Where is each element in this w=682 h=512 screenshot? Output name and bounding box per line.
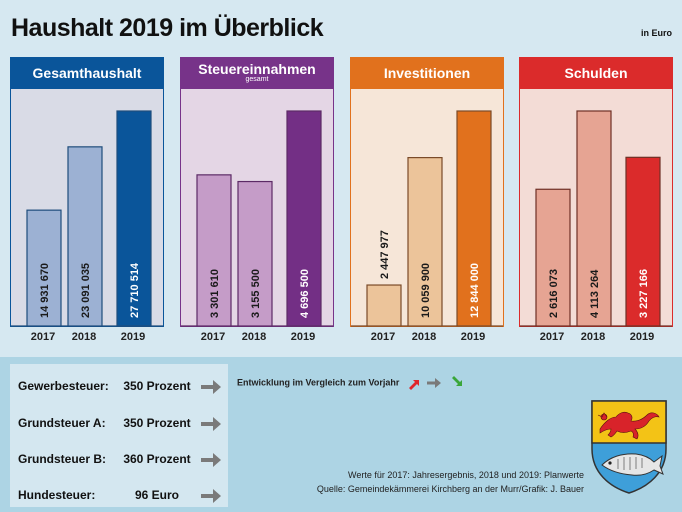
x-tick-label: 2018: [241, 331, 267, 343]
bar-2019: [456, 110, 492, 327]
bar-2018: [67, 146, 103, 327]
chart-panel-schulden: Schulden 2 616 073 4 113 264 3 227 166: [519, 57, 673, 327]
arrow-right-icon: [199, 487, 223, 508]
bar-chart: 2 616 073 4 113 264 3 227 166: [520, 110, 672, 327]
x-tick-label: 2018: [71, 331, 97, 343]
coat-of-arms: [590, 399, 668, 500]
bar-value-label: 3 155 500: [250, 269, 262, 318]
bar-value-label: 4 696 500: [299, 269, 311, 318]
note-values: Werte für 2017: Jahresergebnis, 2018 und…: [348, 470, 584, 480]
tax-label: Hundesteuer:: [18, 488, 96, 502]
page-title: Haushalt 2019 im Überblick: [11, 14, 324, 42]
chart-panel-investitionen: Investitionen 2 447 977 10 059 900 12 844 0…: [350, 57, 504, 327]
bottom-section: Gewerbesteuer: 350 Prozent Grundsteuer A…: [0, 357, 682, 512]
panel-header: Investitionen: [351, 58, 503, 89]
bar-value-label: 27 710 514: [129, 262, 141, 318]
bar-value-label: 10 059 900: [420, 263, 432, 318]
x-tick-label: 2019: [120, 331, 146, 343]
bar-chart: 3 301 610 3 155 500 4 696 500: [181, 110, 333, 327]
bar-value-label: 23 091 035: [80, 263, 92, 318]
panel-header: Schulden: [520, 58, 672, 89]
chart-title: Steuereinnahmen: [198, 61, 316, 77]
bar-value-label: 2 616 073: [548, 269, 560, 318]
bar-2017: [26, 209, 62, 327]
tax-label: Gewerbesteuer:: [18, 379, 109, 393]
note-source: Quelle: Gemeindekämmerei Kirchberg an de…: [316, 484, 584, 494]
arrow-right-icon: [199, 415, 223, 436]
x-tick-label: 2018: [580, 331, 606, 343]
chart-plot-area: 2 616 073 4 113 264 3 227 166: [520, 89, 672, 327]
unit-label: in Euro: [641, 28, 672, 38]
tax-value: 350 Prozent: [123, 416, 191, 430]
bar-2019: [116, 110, 152, 327]
tax-value: 350 Prozent: [123, 379, 191, 393]
legend-text: Entwicklung im Vergleich zum Vorjahr: [237, 377, 400, 388]
tax-value: 360 Prozent: [123, 452, 191, 466]
x-tick-label: 2017: [30, 331, 56, 343]
tax-row: Grundsteuer A: 350 Prozent: [18, 416, 223, 436]
bar-value-label: 14 931 670: [39, 263, 51, 318]
chart-subtitle: gesamt: [245, 76, 269, 83]
bar-value-label: 2 447 977: [379, 230, 391, 279]
bar-2017: [535, 188, 571, 327]
panel-header: Gesamthaushalt: [11, 58, 163, 89]
tax-rates-box: Gewerbesteuer: 350 Prozent Grundsteuer A…: [10, 364, 228, 507]
bar-chart: 14 931 670 23 091 035 27 710 514: [11, 110, 163, 327]
lion-icon: [597, 411, 660, 440]
chart-plot-area: 2 447 977 10 059 900 12 844 000: [351, 89, 503, 327]
tax-label: Grundsteuer A:: [18, 416, 106, 430]
x-tick-label: 2019: [290, 331, 316, 343]
tax-row: Gewerbesteuer: 350 Prozent: [18, 379, 223, 399]
x-tick-label: 2019: [460, 331, 486, 343]
x-tick-label: 2017: [539, 331, 565, 343]
arrow-right-icon: [199, 451, 223, 472]
chart-plot-area: 3 301 610 3 155 500 4 696 500: [181, 89, 333, 327]
chart-title: Gesamthaushalt: [32, 65, 142, 81]
arrow-right-icon: [199, 378, 223, 399]
chart-panel-steuereinnahmen: Steuereinnahmen gesamt 3 301 610 3 155 500 4…: [180, 57, 334, 327]
chart-plot-area: 14 931 670 23 091 035 27 710 514: [11, 89, 163, 327]
bar-value-label: 4 113 264: [589, 269, 601, 318]
chart-title: Schulden: [564, 65, 628, 81]
bar-2019: [286, 110, 322, 327]
x-tick-label: 2017: [200, 331, 226, 343]
bar-2017: [196, 174, 232, 327]
arrow-right-icon: [427, 378, 442, 388]
bar-2017: [366, 284, 402, 327]
bar-2018: [237, 180, 273, 327]
x-tick-label: 2019: [629, 331, 655, 343]
arrow-up-right-icon: [408, 380, 419, 390]
tax-value: 96 Euro: [134, 488, 179, 502]
bar-2018: [407, 157, 443, 327]
x-tick-label: 2018: [411, 331, 437, 343]
chart-panel-gesamthaushalt: Gesamthaushalt 14 931 670 23 091 035 27 710…: [10, 57, 164, 327]
x-tick-label: 2017: [370, 331, 396, 343]
bar-2019: [625, 156, 661, 327]
arrow-down-right-icon: [451, 376, 462, 386]
fish-icon: [601, 453, 664, 476]
tax-row: Hundesteuer: 96 Euro: [18, 488, 223, 508]
tax-row: Grundsteuer B: 360 Prozent: [18, 452, 223, 472]
bar-value-label: 12 844 000: [469, 263, 481, 318]
tax-label: Grundsteuer B:: [18, 452, 107, 466]
bar-chart: 2 447 977 10 059 900 12 844 000: [351, 110, 503, 327]
bar-2018: [576, 110, 612, 327]
trend-legend: Entwicklung im Vergleich zum Vorjahr: [237, 376, 463, 390]
chart-title: Investitionen: [383, 65, 471, 81]
bar-value-label: 3 227 166: [638, 269, 650, 318]
bar-value-label: 3 301 610: [209, 269, 221, 318]
panel-header: Steuereinnahmen gesamt: [181, 58, 333, 89]
